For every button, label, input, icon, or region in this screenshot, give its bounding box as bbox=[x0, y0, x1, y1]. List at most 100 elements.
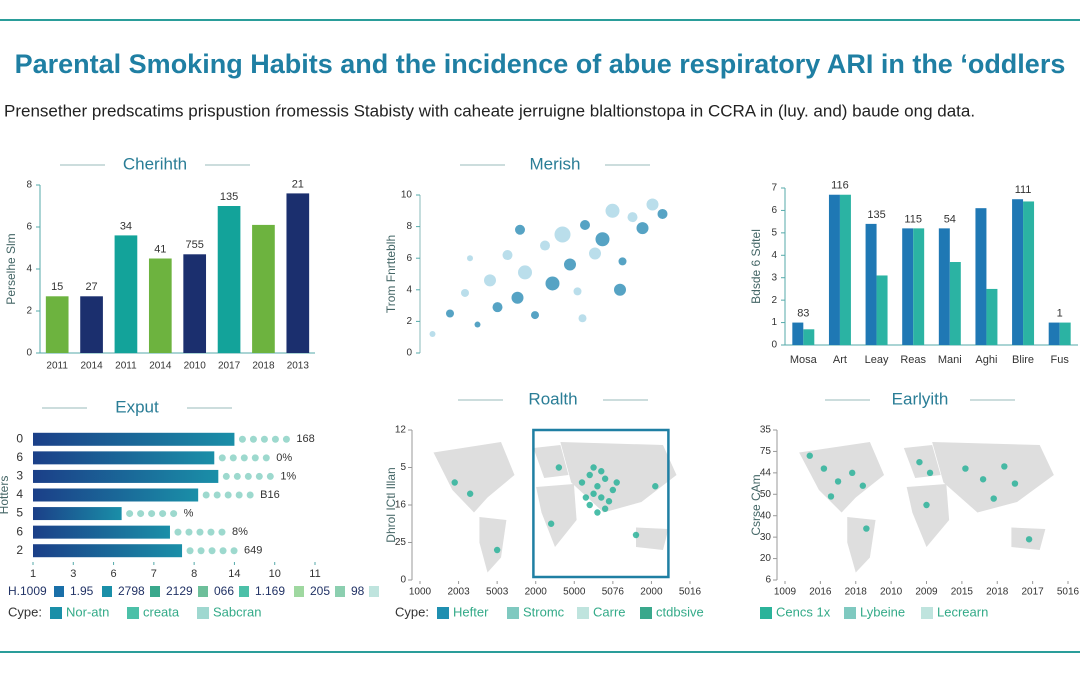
map-point bbox=[601, 475, 609, 482]
x-tick-label: 2011 bbox=[46, 361, 68, 372]
landmass bbox=[906, 484, 950, 547]
y-tick-label: 4 bbox=[406, 284, 412, 295]
legend-swatch bbox=[577, 607, 589, 619]
bar bbox=[865, 223, 877, 345]
x-tick-label: 2016 bbox=[809, 587, 832, 598]
bar bbox=[80, 296, 103, 353]
map-point bbox=[451, 479, 458, 486]
legend-item: Carre bbox=[593, 604, 626, 619]
x-tick-label: Fus bbox=[1051, 354, 1070, 366]
dot-trail bbox=[218, 454, 226, 462]
bar bbox=[986, 288, 998, 345]
bar bbox=[114, 235, 138, 353]
scatter-point bbox=[502, 250, 513, 261]
map-point bbox=[820, 465, 828, 472]
y-axis-label: Trom Fnrtteblh bbox=[384, 235, 398, 313]
bar bbox=[1012, 199, 1024, 345]
map-point bbox=[926, 469, 934, 477]
landmass bbox=[636, 527, 669, 550]
map-point bbox=[979, 476, 987, 483]
scatter-point bbox=[492, 302, 503, 313]
scatter-point bbox=[595, 232, 610, 247]
x-tick-label: 5016 bbox=[679, 587, 702, 598]
dot-trail bbox=[185, 528, 193, 536]
x-tick-label: Reas bbox=[900, 354, 926, 366]
dot-trail bbox=[251, 454, 259, 462]
scatter-point bbox=[589, 247, 601, 260]
x-tick-label: 2009 bbox=[915, 587, 938, 598]
y-tick-label: 5 bbox=[771, 227, 777, 238]
y-tick-label: 5 bbox=[400, 462, 406, 473]
dot-trail bbox=[246, 491, 254, 499]
legend-swatch bbox=[127, 607, 139, 619]
note-swatch bbox=[369, 586, 379, 597]
scatter-point bbox=[446, 309, 454, 318]
dot-trail bbox=[137, 510, 145, 518]
dot-trail bbox=[266, 472, 274, 480]
scatter-point bbox=[614, 283, 626, 296]
legend-title: Cype: bbox=[8, 604, 42, 619]
landmass bbox=[433, 442, 515, 513]
bar bbox=[33, 488, 199, 502]
note: 1.95 bbox=[70, 584, 94, 598]
map-point bbox=[863, 525, 870, 532]
bar-annotation: 115 bbox=[904, 213, 922, 225]
legend-swatch bbox=[844, 607, 856, 619]
note-swatch bbox=[335, 586, 345, 597]
x-tick-label: 2018 bbox=[252, 361, 275, 372]
y-tick-label: 8 bbox=[406, 221, 412, 232]
map-point bbox=[586, 471, 593, 479]
x-tick-label: 2017 bbox=[1022, 587, 1045, 598]
x-tick-label: 1009 bbox=[774, 587, 797, 598]
x-tick-label: 2018 bbox=[845, 587, 868, 598]
bar bbox=[913, 228, 925, 345]
bar-annotation: 111 bbox=[1015, 184, 1032, 196]
y-tick-label: 4 bbox=[771, 250, 777, 261]
x-tick-label: 5076 bbox=[602, 587, 625, 598]
note: 2798 bbox=[118, 584, 145, 598]
page-subtitle: Prensether predscatims prispustion ŕrome… bbox=[4, 101, 975, 120]
panel-title: Exput bbox=[115, 397, 159, 416]
y-tick-label: 0 bbox=[771, 340, 777, 351]
note: 1.169 bbox=[255, 584, 285, 598]
map-point bbox=[547, 520, 555, 527]
x-tick-label: 14 bbox=[228, 568, 240, 580]
y-tick-label: 2 bbox=[771, 295, 777, 306]
bar-annotation: 41 bbox=[154, 243, 166, 255]
scatter-point bbox=[646, 198, 659, 211]
y-tick-label: 0 bbox=[406, 348, 412, 359]
scatter-point bbox=[540, 240, 550, 251]
dot-trail bbox=[249, 435, 257, 443]
map-point bbox=[601, 505, 609, 512]
dot-trail bbox=[255, 472, 263, 480]
map-point bbox=[859, 482, 867, 489]
legend-item: Lybeine bbox=[860, 604, 905, 619]
x-tick-label: 6 bbox=[111, 568, 117, 580]
landmass bbox=[847, 517, 876, 573]
map-point bbox=[590, 464, 597, 471]
x-tick-label: 2000 bbox=[640, 587, 663, 598]
y-tick-label: 7 bbox=[771, 183, 777, 194]
y-tick-label: 6 bbox=[16, 524, 23, 538]
x-tick-label: 2017 bbox=[218, 361, 241, 372]
dot-trail bbox=[233, 472, 241, 480]
y-axis-label: Csrse CAm bbox=[749, 474, 763, 535]
bar-annotation: 755 bbox=[186, 239, 204, 251]
scatter-point bbox=[627, 212, 638, 223]
dot-trail bbox=[170, 510, 178, 518]
x-tick-label: 5000 bbox=[563, 587, 586, 598]
scatter-point bbox=[511, 291, 524, 304]
dot-trail bbox=[196, 528, 204, 536]
x-tick-label: 2010 bbox=[880, 587, 903, 598]
x-tick-label: 1000 bbox=[409, 587, 432, 598]
map-point bbox=[594, 509, 601, 516]
y-tick-label: 0 bbox=[16, 431, 23, 445]
map-point bbox=[609, 486, 617, 494]
map-point bbox=[827, 493, 835, 500]
bar bbox=[33, 507, 122, 521]
x-tick-label: 2010 bbox=[184, 361, 207, 372]
bar-annotation: 15 bbox=[51, 281, 63, 293]
scatter-point bbox=[467, 255, 473, 262]
dot-trail bbox=[207, 528, 215, 536]
